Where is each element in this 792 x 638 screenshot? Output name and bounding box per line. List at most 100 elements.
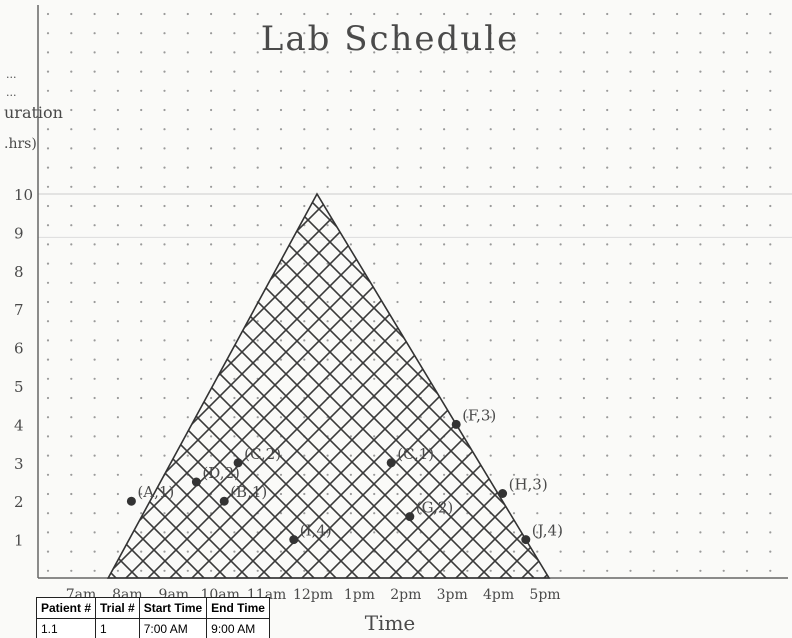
grid-dot [559, 224, 562, 227]
grid-dot [140, 89, 143, 92]
grid-dot [93, 531, 96, 534]
grid-dot [722, 396, 725, 400]
grid-dot [46, 531, 50, 534]
grid-dot [116, 512, 119, 515]
grid-dot [140, 358, 143, 361]
grid-dot [373, 32, 376, 35]
grid-dot [210, 166, 213, 169]
grid-dot [326, 108, 329, 112]
grid-dot [466, 166, 469, 169]
grid-dot [443, 51, 446, 54]
grid-dot [606, 377, 609, 380]
grid-dot [279, 70, 283, 73]
grid-dot [326, 185, 329, 188]
grid-dot [396, 262, 399, 265]
grid-dot [652, 262, 655, 265]
grid-dot [116, 128, 119, 131]
grid-dot [303, 51, 306, 54]
grid-dot [349, 185, 352, 188]
grid-dot [396, 281, 399, 284]
grid-dot [396, 128, 399, 131]
grid-dot [512, 454, 516, 457]
grid-dot [606, 320, 609, 323]
grid-dot [629, 70, 632, 73]
grid-dot [512, 243, 516, 246]
grid-dot [606, 204, 609, 208]
grid-dot [256, 147, 259, 150]
grid-dot [186, 185, 189, 188]
grid-dot [46, 224, 50, 227]
grid-dot [466, 396, 469, 400]
grid-dot [629, 377, 632, 380]
x-tick-label: 2pm [390, 587, 421, 603]
grid-dot [116, 70, 119, 73]
grid-dot [745, 377, 749, 380]
grid-dot [559, 32, 562, 35]
grid-dot [536, 204, 539, 208]
grid-dot [769, 377, 772, 380]
grid-dot [676, 339, 679, 342]
grid-dot [559, 569, 562, 572]
grid-dot [699, 243, 702, 246]
grid-dot [559, 51, 562, 54]
grid-dot [629, 185, 632, 188]
grid-dot [629, 224, 632, 227]
grid-dot [629, 492, 632, 496]
grid-dot [373, 166, 376, 169]
grid-dot [210, 281, 213, 284]
grid-dot [186, 147, 189, 150]
grid-dot [163, 377, 166, 380]
grid-dot [70, 339, 73, 342]
grid-dot [699, 70, 702, 73]
grid-dot [559, 185, 562, 188]
grid-dot [303, 147, 306, 150]
grid-dot [210, 108, 213, 112]
grid-dot [559, 435, 562, 438]
grid-dot [140, 473, 143, 476]
grid-dot [163, 358, 166, 361]
y-tick-label: 1 [14, 532, 24, 550]
grid-dot [745, 243, 749, 246]
grid-dot [163, 300, 166, 304]
schedule-table-container: Patient # Trial # Start Time End Time 1.1 1 7… [36, 597, 312, 638]
grid-dot [629, 512, 632, 515]
grid-dot [419, 262, 422, 265]
grid-dot [652, 320, 655, 323]
grid-dot [699, 320, 702, 323]
data-point [219, 496, 229, 506]
grid-dot [559, 147, 562, 150]
grid-dot [163, 89, 166, 92]
grid-dot [466, 377, 469, 380]
grid-dot [326, 204, 329, 208]
data-point [386, 458, 396, 468]
grid-dot [419, 281, 422, 284]
grid-dot [652, 473, 655, 476]
x-tick-label: 5pm [529, 587, 560, 603]
grid-dot [722, 89, 725, 92]
grid-dot [396, 108, 399, 112]
grid-dot [582, 166, 586, 169]
grid-dot [116, 243, 119, 246]
grid-dot [676, 435, 679, 438]
grid-dot [699, 569, 702, 572]
grid-dot [699, 89, 702, 92]
grid-dot [536, 224, 539, 227]
grid-dot [676, 51, 679, 54]
grid-dot [769, 454, 772, 457]
grid-dot [70, 454, 73, 457]
table-body: 1.1 1 7:00 AM 9:00 AM [36, 618, 270, 638]
grid-dot [629, 147, 632, 150]
grid-dot [769, 416, 772, 419]
grid-dot [512, 339, 516, 342]
grid-dot [116, 147, 119, 150]
grid-dot [396, 300, 399, 304]
grid-dot [46, 70, 50, 73]
grid-dot [163, 108, 166, 112]
grid-dot [722, 32, 725, 35]
grid-dot [279, 128, 283, 131]
grid-dot [582, 454, 586, 457]
grid-dot [210, 89, 213, 92]
grid-dot [93, 204, 96, 208]
grid-dot [210, 185, 213, 188]
grid-dot [606, 416, 609, 419]
